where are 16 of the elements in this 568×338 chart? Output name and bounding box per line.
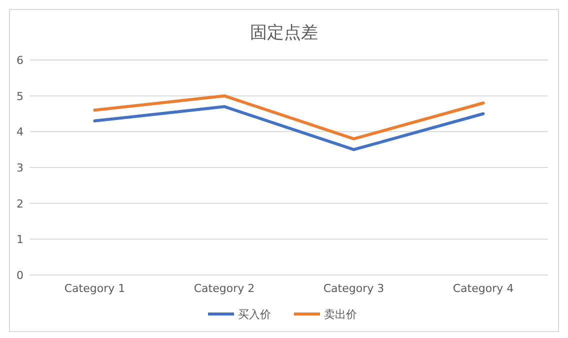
legend-label: 买入价 [238,308,271,321]
line-series [93,105,485,152]
y-tick-label: 1 [16,233,24,246]
y-tick-label: 4 [16,126,24,139]
y-tick-label: 6 [16,54,24,67]
x-tick-label: Category 2 [194,282,255,295]
y-tick-label: 0 [16,269,24,282]
y-tick-label: 5 [16,90,24,103]
x-tick-label: Category 4 [452,282,514,295]
chart-title: 固定点差 [250,23,318,43]
y-tick-label: 2 [16,197,24,210]
line-series [93,94,485,140]
legend-label: 卖出价 [324,308,357,321]
x-tick-label: Category 3 [323,282,384,295]
y-tick-label: 3 [16,162,24,174]
x-tick-label: Category 1 [64,282,126,295]
